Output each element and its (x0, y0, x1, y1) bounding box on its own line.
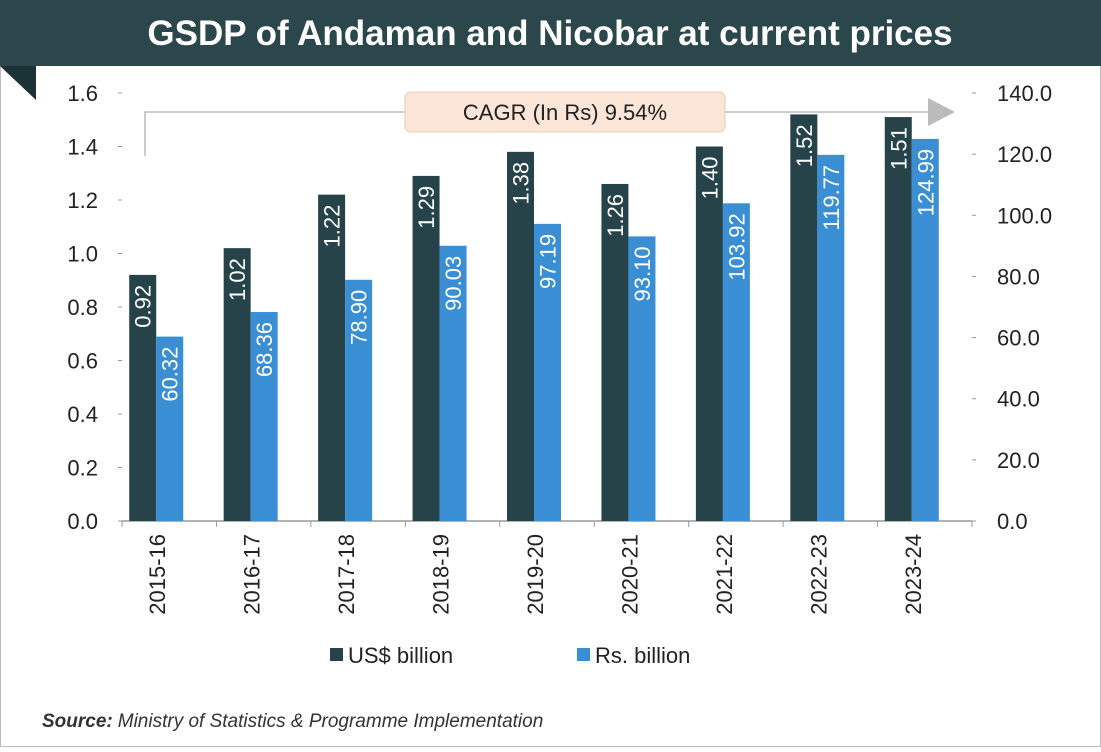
data-label: 124.99 (913, 149, 938, 216)
legend-label: Rs. billion (595, 643, 690, 668)
corner-fold (0, 66, 36, 100)
source-text: Ministry of Statistics & Programme Imple… (118, 711, 544, 732)
bar (722, 203, 750, 522)
data-label: 0.92 (131, 285, 156, 328)
bar (884, 117, 912, 521)
data-label: 78.90 (347, 290, 372, 345)
data-label: 97.19 (536, 234, 561, 289)
x-tick-label: 2020-21 (617, 534, 642, 615)
data-label: 1.26 (603, 194, 628, 237)
x-tick-label: 2022-23 (806, 534, 831, 615)
y-tick-label: 1.6 (67, 81, 98, 106)
y-tick-label: 0.2 (67, 456, 98, 481)
data-label: 119.77 (819, 165, 844, 231)
bar (318, 194, 346, 521)
y-tick-label: 1.0 (67, 242, 98, 267)
bar (507, 151, 534, 521)
bar (534, 223, 561, 521)
source-label: Source: (42, 711, 113, 732)
y2-tick-label: 140.0 (997, 81, 1052, 106)
data-label: 93.10 (630, 246, 655, 301)
y-tick-label: 0.6 (67, 349, 98, 374)
y2-tick-label: 60.0 (997, 326, 1040, 351)
bar (911, 138, 939, 522)
annotation: CAGR (In Rs) 9.54% (463, 100, 667, 125)
bar (601, 183, 629, 521)
bar (250, 312, 278, 521)
bar (439, 245, 467, 521)
data-label: 1.51 (886, 127, 911, 170)
y-tick-label: 0.4 (67, 402, 98, 427)
bar (628, 236, 656, 521)
bar (695, 146, 723, 521)
data-label: 90.03 (441, 256, 466, 311)
x-tick-label: 2021-22 (712, 534, 737, 615)
data-label: 1.22 (320, 205, 345, 248)
bar (790, 114, 818, 522)
y2-tick-label: 40.0 (997, 387, 1040, 412)
y2-tick-label: 120.0 (997, 142, 1052, 167)
x-tick-label: 2015-16 (145, 534, 170, 615)
chart-title: GSDP of Andaman and Nicobar at current p… (147, 14, 952, 53)
data-label: 60.32 (158, 347, 183, 402)
y-tick-label: 0.0 (67, 509, 98, 534)
cagr-box (404, 91, 726, 133)
y-tick-label: 0.8 (67, 295, 98, 320)
bar (156, 336, 184, 521)
data-label: 103.92 (724, 213, 749, 280)
y2-tick-label: 0.0 (997, 509, 1028, 534)
data-label: 68.36 (252, 322, 277, 377)
y-tick-label: 1.2 (67, 188, 98, 213)
y2-tick-label: 100.0 (997, 203, 1052, 228)
x-tick-label: 2019-20 (523, 534, 548, 615)
x-tick-label: 2018-19 (429, 534, 454, 615)
legend-swatch (330, 648, 343, 661)
data-label: 1.02 (225, 258, 250, 301)
legend-swatch (577, 648, 590, 661)
bar (223, 248, 251, 521)
y2-tick-label: 20.0 (997, 448, 1040, 473)
x-tick-label: 2017-18 (334, 534, 359, 615)
bar (817, 154, 845, 521)
source: Source: Ministry of Statistics & Programm… (42, 711, 543, 732)
bar (345, 279, 373, 521)
data-label: 1.38 (509, 162, 534, 205)
data-label: 1.52 (792, 124, 817, 167)
title-bar (0, 0, 1101, 66)
cagr-arrowhead (928, 98, 955, 126)
y2-tick-label: 80.0 (997, 264, 1040, 289)
bar (412, 175, 440, 522)
x-tick-label: 2023-24 (901, 534, 926, 615)
data-label: 1.40 (697, 157, 722, 200)
y-tick-label: 1.4 (67, 135, 98, 160)
x-tick-label: 2016-17 (240, 534, 265, 615)
data-label: 1.29 (414, 186, 439, 229)
legend-label: US$ billion (348, 643, 453, 668)
bar (129, 274, 157, 521)
